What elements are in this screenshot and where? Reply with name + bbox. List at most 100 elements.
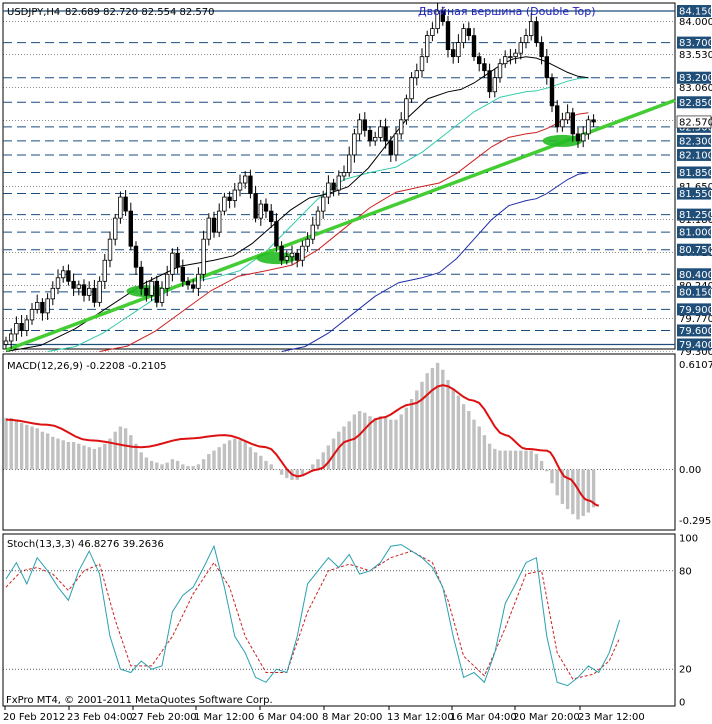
macd-bar: [363, 412, 367, 470]
price-axis-tick: 79.770: [679, 314, 712, 325]
macd-bar: [383, 416, 388, 470]
candle-body: [40, 301, 45, 314]
candle-body: [24, 319, 29, 331]
macd-bar: [451, 388, 455, 470]
candle-body: [19, 323, 24, 331]
candle-body: [591, 119, 596, 123]
macd-bar: [259, 455, 263, 470]
macd-bar: [539, 460, 544, 470]
macd-bar: [279, 469, 284, 475]
chart-title: USDJPY,H4: [7, 7, 60, 18]
macd-bar: [399, 414, 403, 470]
macd-bar: [342, 426, 346, 470]
macd-bar: [201, 459, 206, 470]
candle-body: [508, 56, 513, 59]
price-level-box: [677, 285, 711, 298]
candle-body: [497, 63, 503, 79]
candle-body: [424, 35, 430, 58]
macd-signal-line: [5, 384, 599, 507]
macd-bar: [357, 411, 362, 470]
candle-body: [336, 175, 341, 191]
candle-body: [482, 63, 487, 72]
stoch-signal-line: [5, 550, 621, 680]
candle-body: [502, 56, 508, 65]
macd-bar: [253, 452, 258, 470]
price-level-label: 82.850: [679, 98, 712, 109]
price-level-box: [677, 96, 711, 109]
macd-bar: [389, 419, 393, 470]
macd-bar: [316, 459, 320, 470]
macd-bar: [477, 426, 481, 470]
candle-body: [586, 119, 591, 135]
price-level-box: [677, 324, 711, 337]
stoch-axis-tick: 80: [679, 566, 692, 577]
price-level-label: 80.750: [679, 245, 712, 256]
candle-body: [513, 52, 518, 58]
macd-bar: [591, 469, 596, 508]
macd-bar: [472, 419, 476, 470]
candle-body: [118, 196, 123, 219]
macd-bar: [545, 469, 549, 472]
candle-body: [393, 133, 399, 156]
macd-bar: [425, 373, 429, 470]
macd-bar: [61, 440, 65, 470]
macd-bar: [565, 469, 570, 510]
macd-bar: [155, 462, 159, 470]
candle-body: [81, 284, 87, 296]
macd-bar: [576, 469, 580, 520]
macd-bar: [300, 469, 305, 477]
macd-bar: [175, 460, 180, 470]
stochastic-panel[interactable]: [2, 533, 676, 707]
price-level-label: 79.600: [679, 326, 712, 337]
stoch-title: Stoch(13,3,3) 46.8276 39.2636: [7, 539, 164, 550]
macd-bar: [571, 469, 575, 515]
candle-body: [523, 35, 529, 44]
macd-bar: [550, 469, 554, 484]
time-axis-label: 1 Mar 12:00: [194, 712, 254, 723]
candle-body: [398, 119, 404, 135]
price-level-label: 82.300: [679, 136, 712, 147]
candle-body: [310, 224, 315, 240]
candle-body: [185, 280, 191, 286]
macd-bar: [498, 450, 502, 470]
candle-body: [476, 56, 482, 65]
macd-bar: [285, 469, 289, 479]
stoch-axis-tick: 0: [679, 698, 685, 709]
candle-body: [258, 203, 263, 219]
macd-bar: [519, 450, 523, 470]
macd-bar: [321, 452, 325, 470]
price-level-label: 81.550: [679, 189, 712, 200]
candle-body: [352, 133, 357, 156]
candle-body: [466, 28, 471, 36]
price-level-label: 81.850: [679, 168, 712, 179]
candle-body: [409, 77, 414, 100]
macd-bar: [227, 440, 232, 470]
candle-body: [170, 252, 175, 275]
candle-body: [414, 70, 419, 79]
candle-body: [87, 287, 92, 296]
macd-bar: [441, 369, 445, 470]
candle-body: [154, 280, 159, 303]
macd-bar: [435, 362, 440, 470]
price-level-label: 81.250: [679, 210, 712, 221]
macd-bar: [394, 419, 398, 470]
macd-title: MACD(12,26,9) -0.2208 -0.2105: [7, 361, 167, 372]
candle-body: [565, 112, 570, 121]
candle-body: [445, 21, 451, 51]
candle-body: [71, 280, 76, 289]
ohlc-readout: 82.689 82.720 82.554 82.570: [65, 7, 215, 18]
candle-body: [196, 273, 201, 289]
macd-bar: [9, 417, 13, 470]
candle-body: [456, 42, 461, 58]
price-level-box: [677, 71, 711, 84]
candle-body: [300, 245, 305, 261]
candle-body: [159, 287, 165, 303]
macd-bar: [77, 443, 81, 470]
candle-body: [570, 112, 575, 135]
price-level-label: 83.200: [679, 73, 712, 84]
candle-body: [279, 245, 284, 261]
candle-body: [326, 182, 331, 198]
price-level-label: 79.900: [679, 305, 712, 316]
price-level-label: 84.150: [679, 7, 712, 18]
